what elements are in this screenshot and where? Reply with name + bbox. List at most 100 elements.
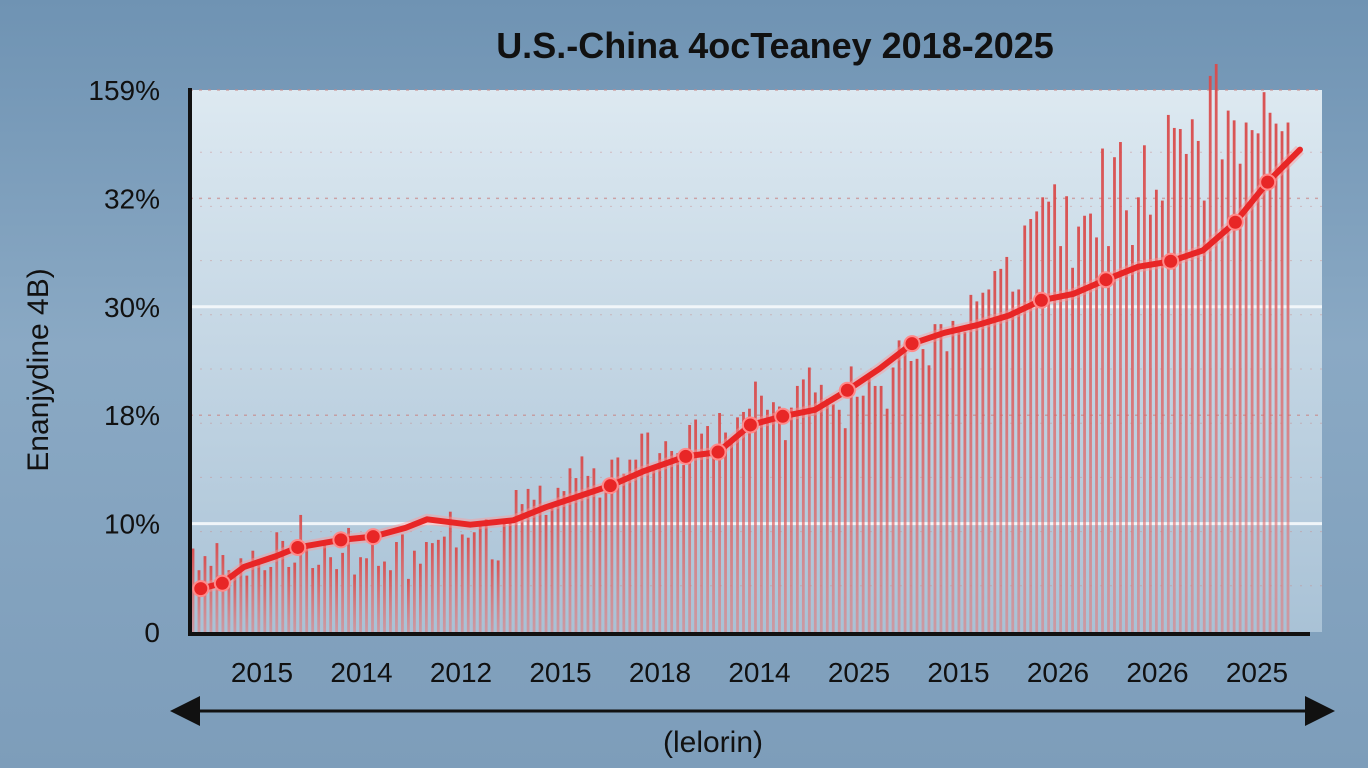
bar xyxy=(652,465,656,632)
bar xyxy=(1184,153,1188,632)
bar xyxy=(700,433,704,632)
bar xyxy=(221,555,225,632)
x-axis-label: (lelorin) xyxy=(663,726,763,759)
bar xyxy=(520,504,524,632)
bar xyxy=(616,457,620,632)
bar xyxy=(556,487,560,632)
bar xyxy=(718,413,721,632)
bar xyxy=(933,324,937,632)
x-tick-label: 2026 xyxy=(1126,657,1188,688)
bar xyxy=(993,271,997,632)
bar xyxy=(430,543,434,632)
y-tick-label: 18% xyxy=(104,400,160,431)
bar xyxy=(927,365,931,632)
x-tick-label: 2018 xyxy=(629,657,691,688)
y-tick-label: 30% xyxy=(104,292,160,323)
bar xyxy=(550,507,554,632)
bar xyxy=(269,566,273,632)
bar xyxy=(371,535,374,632)
bar xyxy=(1214,63,1218,632)
bar xyxy=(795,385,799,632)
bar xyxy=(329,557,333,632)
bar xyxy=(646,432,650,632)
bar xyxy=(1196,140,1200,632)
bar xyxy=(239,558,243,632)
bar xyxy=(748,408,751,632)
bar xyxy=(1107,246,1110,632)
bar xyxy=(442,536,446,632)
bar xyxy=(401,534,404,632)
bar xyxy=(921,349,925,632)
bar xyxy=(1208,75,1212,632)
bar xyxy=(448,511,452,632)
trend-point xyxy=(838,381,856,399)
bar xyxy=(1262,92,1266,633)
bar xyxy=(640,433,644,632)
bar xyxy=(353,574,356,632)
bar xyxy=(389,570,392,632)
trend-point xyxy=(1162,252,1180,270)
bar xyxy=(1083,215,1086,632)
bar xyxy=(694,419,698,632)
bar xyxy=(855,396,859,632)
bar xyxy=(1005,256,1009,632)
trend-point xyxy=(289,538,307,556)
bar xyxy=(460,534,464,632)
bar xyxy=(305,547,309,632)
bar xyxy=(688,424,692,632)
bar xyxy=(957,328,961,632)
bar xyxy=(724,432,727,632)
bar xyxy=(742,411,745,632)
bar xyxy=(819,384,823,632)
bar xyxy=(454,547,458,632)
bar xyxy=(622,473,626,632)
bar xyxy=(1041,197,1045,633)
bar xyxy=(777,406,781,632)
bar xyxy=(275,532,279,632)
bar xyxy=(897,340,901,632)
bar xyxy=(1280,131,1284,632)
bar xyxy=(706,426,709,632)
bar xyxy=(251,550,255,632)
bar xyxy=(1244,122,1248,633)
y-tick-label: 159% xyxy=(88,75,160,106)
trend-point xyxy=(1032,291,1050,309)
bar xyxy=(1220,159,1224,632)
bar xyxy=(257,559,261,632)
bar xyxy=(562,491,566,632)
bar xyxy=(335,569,339,632)
bar xyxy=(586,475,590,632)
bar xyxy=(1268,112,1272,633)
bar xyxy=(1286,122,1290,633)
x-tick-label: 2025 xyxy=(1226,657,1288,688)
y-tick-labels: 0 10% 18% 30% 32% 159% xyxy=(88,75,160,648)
bar xyxy=(1154,189,1158,632)
bar xyxy=(1190,119,1194,632)
trend-point xyxy=(741,416,759,434)
bar xyxy=(412,550,416,632)
bar xyxy=(263,570,267,632)
bar xyxy=(1053,184,1057,633)
bar xyxy=(245,575,249,632)
trend-point xyxy=(903,335,921,353)
bar xyxy=(323,544,327,632)
x-tick-label: 2014 xyxy=(330,657,392,688)
bar xyxy=(197,570,201,632)
bar xyxy=(502,519,506,632)
bar xyxy=(676,453,680,632)
bar xyxy=(754,381,757,632)
bar xyxy=(831,404,835,632)
trend-point xyxy=(213,574,231,592)
bar xyxy=(861,395,865,632)
bar xyxy=(1023,225,1027,632)
bar xyxy=(544,514,548,632)
bar xyxy=(311,568,315,632)
y-axis-label: Enanjydine 4B) xyxy=(22,268,55,471)
bar xyxy=(347,527,350,632)
bar xyxy=(1256,133,1260,633)
bar xyxy=(1166,114,1170,632)
bar xyxy=(1232,120,1236,633)
bar xyxy=(1095,237,1098,632)
bar xyxy=(299,514,303,632)
bar xyxy=(436,539,440,632)
